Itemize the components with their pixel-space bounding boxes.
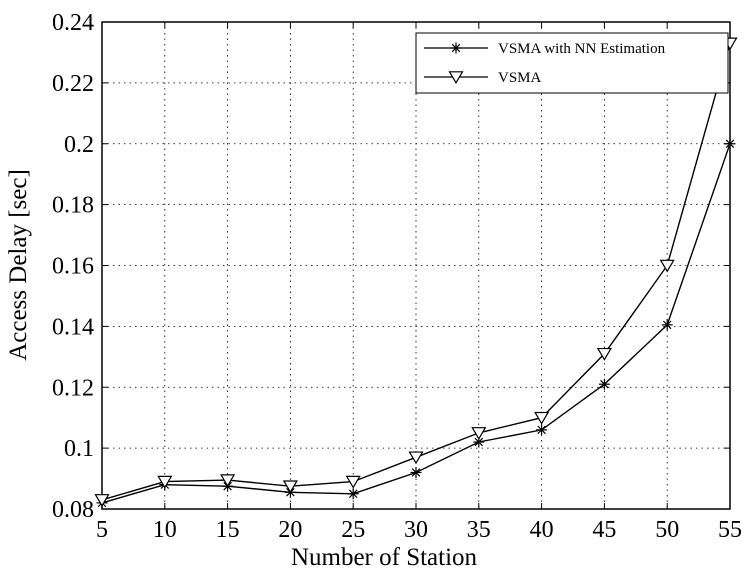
y-tick-label: 0.1 [64,436,94,462]
legend-label-vsma: VSMA [498,70,542,86]
x-tick-label: 30 [404,517,428,543]
data-point-triangle [408,451,424,465]
data-point-triangle [345,475,361,489]
y-tick-label: 0.16 [52,254,94,280]
legend-marker-nn-asterisk [450,42,462,54]
x-tick-label: 45 [592,517,616,543]
x-tick-label: 50 [655,517,679,543]
x-tick-label: 20 [278,517,302,543]
data-point-triangle [94,494,110,507]
y-tick-label: 0.18 [52,193,94,219]
data-point-triangle [471,427,487,440]
series-layer [94,37,738,509]
y-axis-label: Access Delay [sec] [5,169,32,361]
data-point-asterisk [410,466,422,478]
data-point-triangle [534,411,550,425]
legend: VSMA with NN Estimation VSMA [415,32,729,94]
y-tick-label: 0.14 [52,314,94,340]
x-tick-label: 40 [530,517,554,543]
data-point-triangle [157,475,173,489]
axis-ticks: 5 10 15 20 25 30 35 40 45 50 55 0.08 0.1 0.12 0.14 0.16… [52,10,742,543]
data-point-asterisk [598,378,610,390]
data-point-asterisk [473,436,485,448]
y-tick-label: 0.24 [52,10,94,36]
x-tick-label: 55 [718,517,742,543]
data-point-triangle [596,347,612,361]
y-tick-label: 0.2 [64,132,94,158]
series-line-0 [101,143,731,504]
data-point-asterisk [724,138,736,150]
x-tick-label: 25 [341,517,365,543]
legend-marker-vsma-triangle [448,71,464,85]
x-axis-label: Number of Station [291,544,478,571]
y-tick-label: 0.22 [52,71,94,97]
grid [102,22,730,509]
data-point-triangle [659,259,675,273]
data-point-triangle [282,480,298,494]
y-tick-label: 0.12 [52,375,94,401]
x-tick-label: 15 [216,517,240,543]
legend-label-nn: VSMA with NN Estimation [498,41,666,57]
x-tick-label: 10 [153,517,177,543]
data-point-triangle [220,474,236,488]
series-line-1 [101,43,731,501]
data-point-asterisk [347,488,359,500]
x-tick-label: 35 [467,517,491,543]
x-tick-label: 5 [96,517,108,543]
data-point-asterisk [661,319,673,331]
y-tick-label: 0.08 [52,497,94,523]
legend-box [415,32,729,94]
data-point-asterisk [536,424,548,436]
